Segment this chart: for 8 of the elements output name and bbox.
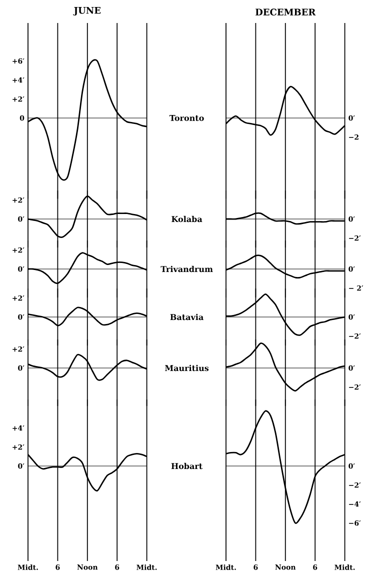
text: Trivandrum (160, 266, 213, 272)
text: Batavia (170, 314, 204, 320)
text: Mauritius (165, 364, 209, 372)
chart-title: JUNE (73, 7, 101, 16)
chart-title: DECEMBER (256, 8, 316, 16)
text: Kolaba (172, 216, 202, 222)
text: Toronto (170, 115, 204, 121)
text: Hobart (171, 462, 203, 470)
